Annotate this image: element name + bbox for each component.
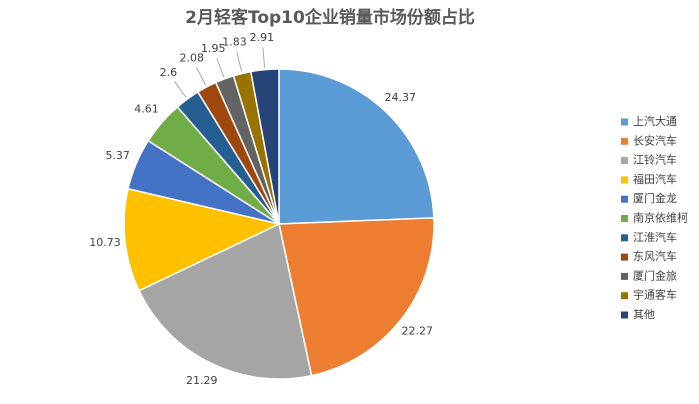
pie-slice (138, 222, 313, 380)
data-label: 1.95 (201, 42, 226, 55)
data-label: 10.73 (89, 236, 121, 249)
legend-label: 宇通客车 (633, 288, 677, 302)
legend-label: 上汽大通 (633, 114, 677, 128)
legend-swatch (621, 234, 628, 242)
data-label: 22.27 (402, 324, 434, 337)
legend-swatch (621, 195, 628, 203)
legend-swatch (621, 253, 628, 261)
legend-label: 厦门金龙 (633, 191, 677, 205)
legend-swatch (621, 137, 628, 145)
data-label: 1.83 (222, 35, 247, 48)
legend-label: 南京依维柯 (633, 211, 688, 225)
legend-label: 厦门金旅 (633, 268, 677, 282)
data-label: 4.61 (134, 103, 159, 116)
leader-line (262, 47, 266, 68)
legend-label: 长安汽车 (633, 133, 677, 147)
pie-slice (123, 187, 282, 292)
legend-swatch (621, 176, 628, 184)
legend-swatch (621, 311, 628, 319)
legend-label: 福田汽车 (633, 172, 677, 186)
legend-swatch (621, 215, 628, 222)
leader-line (236, 51, 243, 72)
data-label: 5.37 (105, 149, 130, 162)
leader-line (195, 67, 207, 86)
legend-swatch (621, 118, 628, 126)
legend-label: 江铃汽车 (633, 153, 677, 167)
legend-swatch (621, 272, 628, 280)
pie-slice (249, 68, 280, 225)
leader-line (216, 58, 225, 78)
pie-slice (278, 68, 435, 225)
legend-swatch (621, 157, 628, 165)
legend-label: 东风汽车 (633, 249, 677, 263)
data-label: 21.29 (186, 374, 218, 387)
leader-line (173, 80, 187, 98)
legend-swatch (621, 292, 628, 300)
data-label: 2.08 (179, 52, 204, 65)
data-label: 2.91 (250, 31, 275, 44)
legend-label: 江淮汽车 (633, 230, 677, 244)
data-label: 2.6 (160, 66, 178, 79)
pie-slice (278, 217, 435, 377)
data-label: 24.37 (385, 91, 417, 104)
chart-title: 2月轻客Top10企业销量市场份额占比 (185, 7, 475, 28)
legend-label: 其他 (633, 308, 655, 321)
